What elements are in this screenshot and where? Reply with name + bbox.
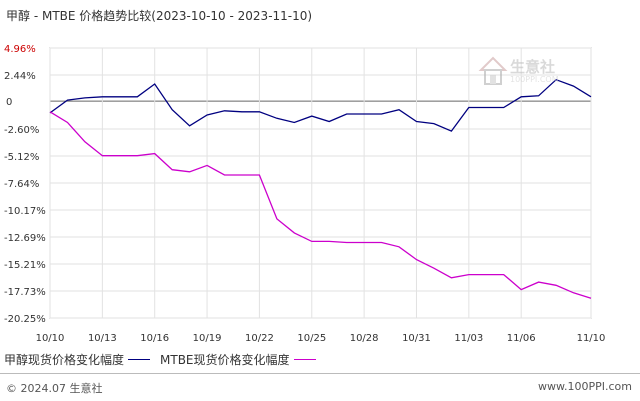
y-tick-label: 0 <box>6 97 12 108</box>
x-tick-label: 10/22 <box>245 333 274 344</box>
y-tick-label: -5.12% <box>4 152 39 163</box>
x-tick-label: 10/16 <box>140 333 169 344</box>
legend-item-mtbe: MTBE现货价格变化幅度 <box>160 351 316 368</box>
y-tick-label: -15.21% <box>4 260 46 271</box>
legend-label-methanol: 甲醇现货价格变化幅度 <box>4 353 125 367</box>
legend-label-mtbe: MTBE现货价格变化幅度 <box>160 353 290 367</box>
legend-swatch-methanol <box>128 359 151 360</box>
x-tick-label: 11/03 <box>454 333 483 344</box>
watermark-logo: 生意社 100PPI.COM <box>478 54 564 90</box>
chart-title: 甲醇 - MTBE 价格趋势比较(2023-10-10 - 2023-11-10… <box>6 9 313 23</box>
legend-swatch-mtbe <box>293 359 316 360</box>
series-line-methanol <box>49 78 592 132</box>
house-logo-icon <box>478 56 508 85</box>
footer-site-link[interactable]: www.100PPI.com <box>538 380 632 393</box>
y-tick-label: 2.44% <box>4 71 36 82</box>
chart-legend: 甲醇现货价格变化幅度 MTBE现货价格变化幅度 <box>4 351 326 368</box>
x-tick-label: 11/06 <box>507 333 536 344</box>
series-line-mtbe <box>49 111 592 299</box>
y-tick-label: -17.73% <box>4 287 46 298</box>
legend-item-methanol: 甲醇现货价格变化幅度 <box>4 351 151 368</box>
y-tick-label: -10.17% <box>4 206 46 217</box>
x-tick-label: 10/28 <box>350 333 379 344</box>
footer-bar: © 2024.07 生意社 www.100PPI.com <box>0 373 640 401</box>
y-tick-label: -20.25% <box>4 314 46 325</box>
x-tick-label: 10/31 <box>402 333 431 344</box>
x-tick-label: 10/13 <box>88 333 117 344</box>
x-tick-label: 11/10 <box>577 333 606 344</box>
y-tick-label: -7.64% <box>4 179 39 190</box>
y-tick-label: -2.60% <box>4 125 39 136</box>
x-tick-label: 10/19 <box>193 333 222 344</box>
x-tick-label: 10/25 <box>297 333 326 344</box>
footer-copyright: © 2024.07 生意社 <box>6 382 103 395</box>
watermark-url: 100PPI.COM <box>510 75 559 84</box>
y-tick-label: -12.69% <box>4 233 46 244</box>
watermark-text: 生意社 <box>510 58 556 76</box>
y-tick-label: 4.96% <box>4 44 36 55</box>
x-tick-label: 10/10 <box>36 333 65 344</box>
